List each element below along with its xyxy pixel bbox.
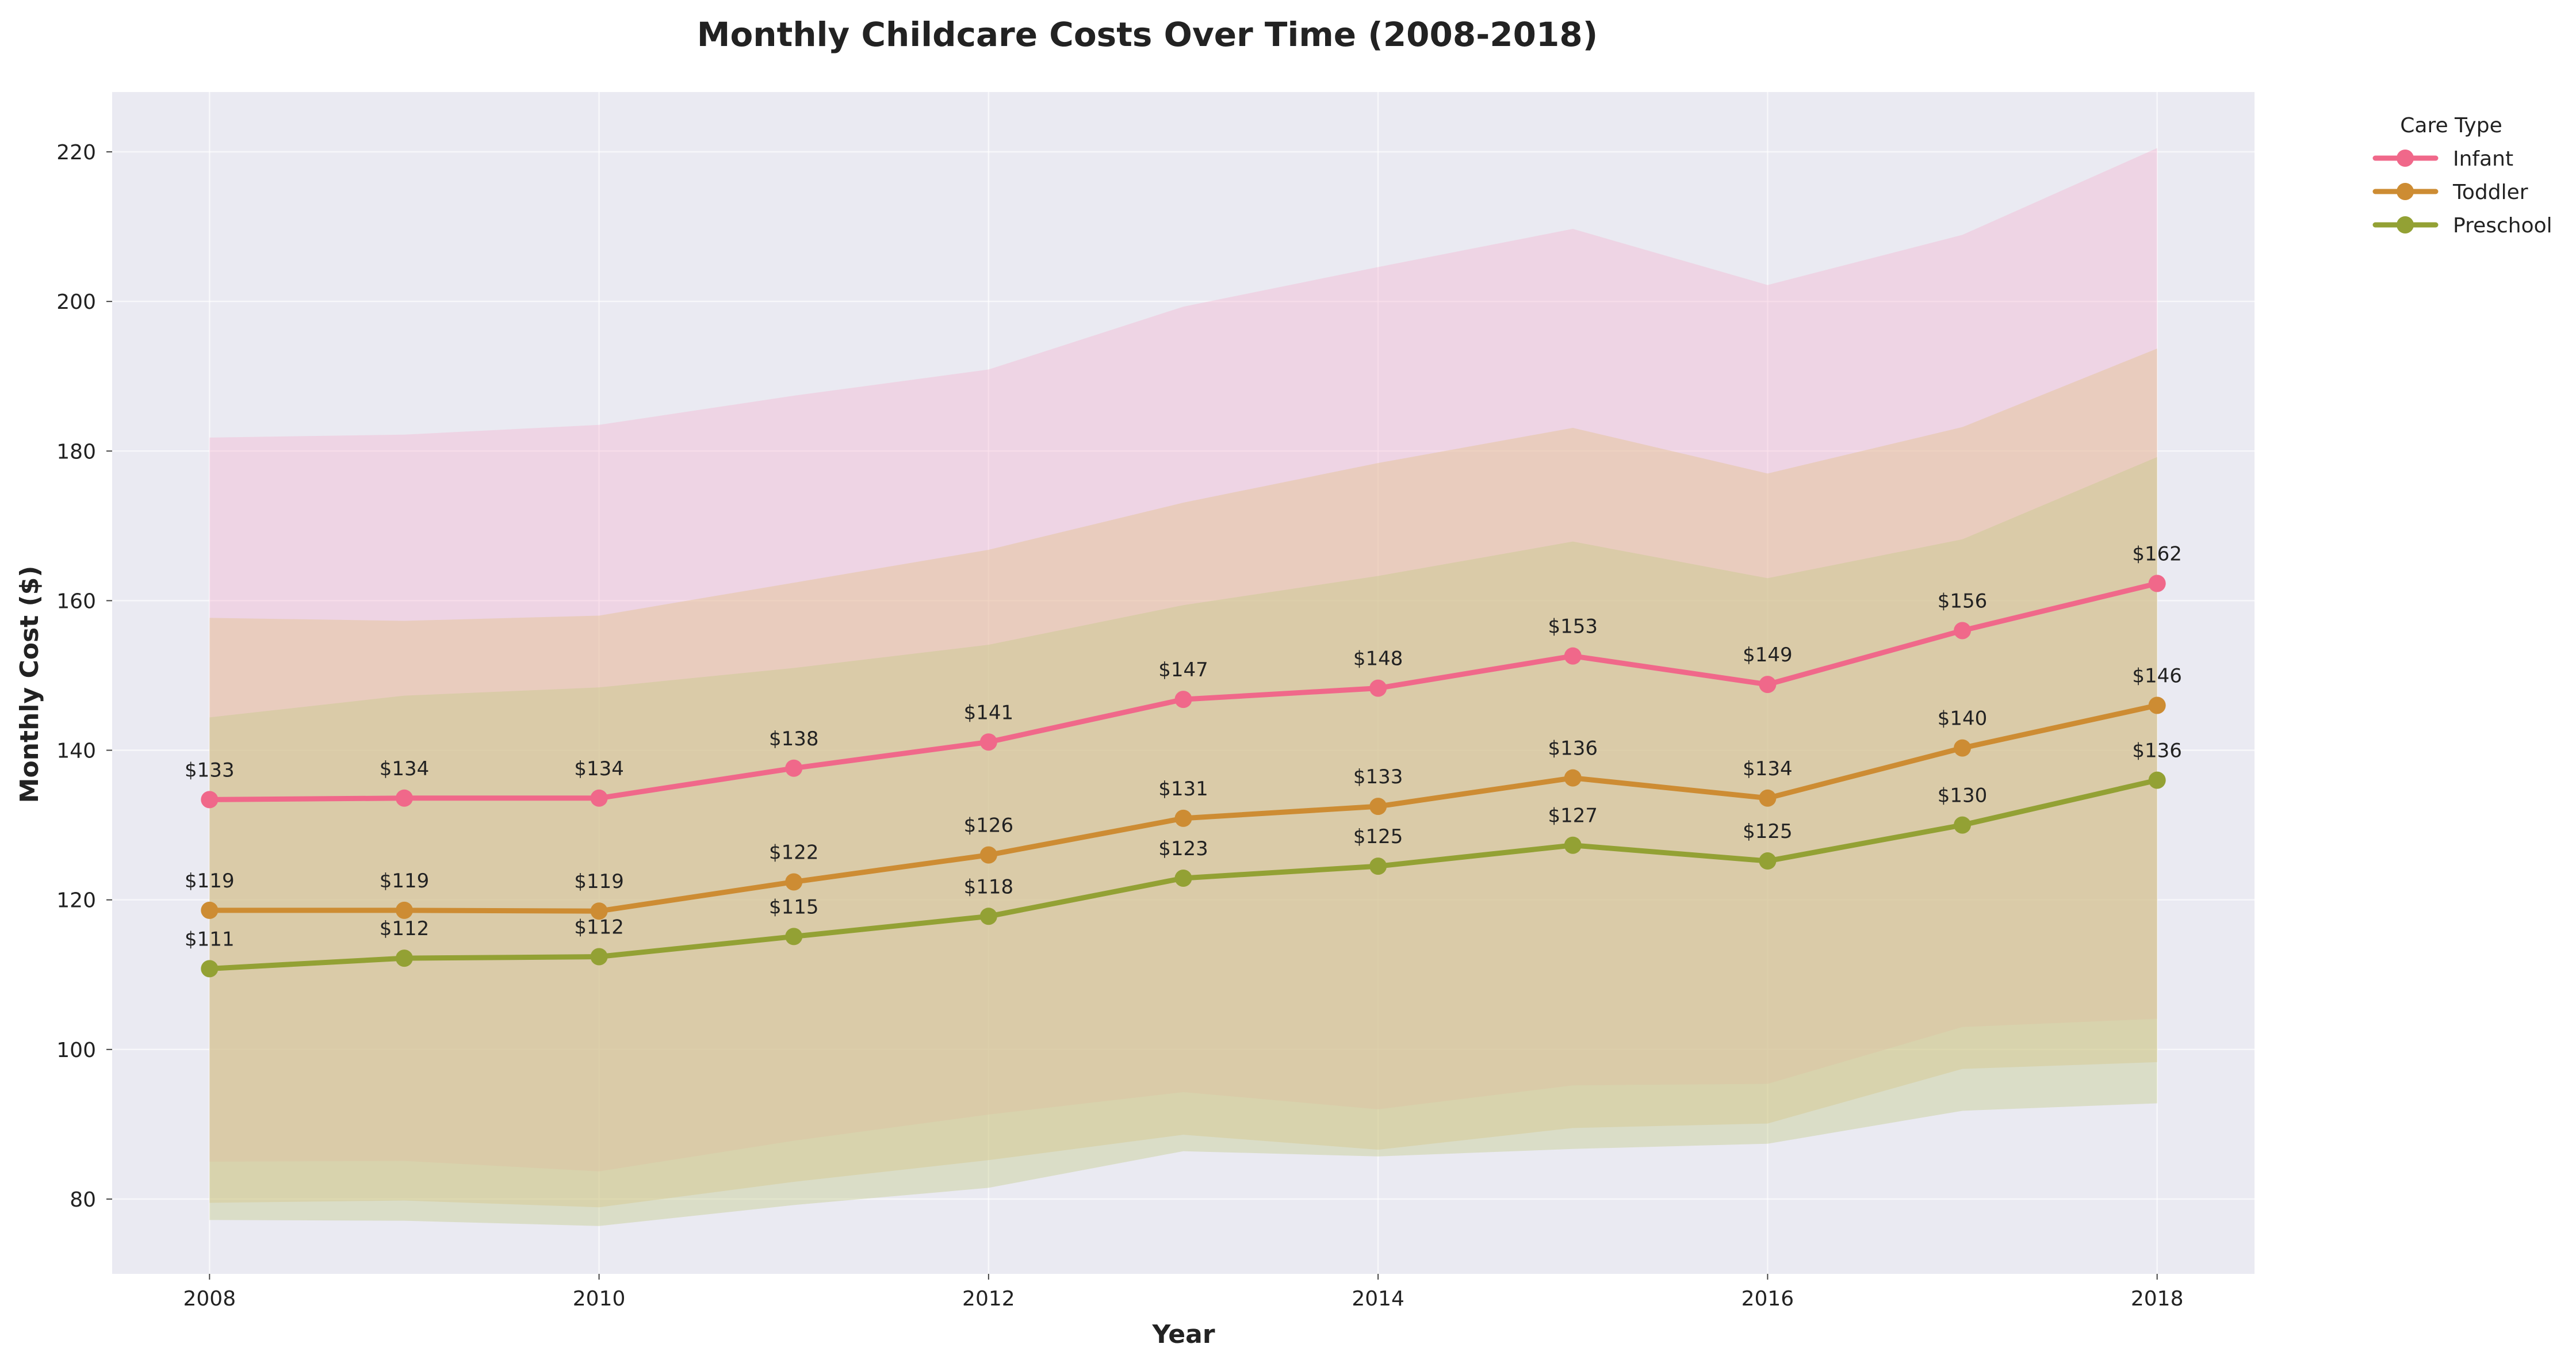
- x-tick-label: 2018: [2131, 1287, 2184, 1311]
- legend-infant-label: Infant: [2453, 147, 2513, 171]
- x-tick-label: 2014: [1352, 1287, 1404, 1311]
- legend-toddler-marker: [2397, 183, 2414, 200]
- chart-title: Monthly Childcare Costs Over Time (2008-…: [697, 15, 1598, 54]
- toddler-range-band: [209, 349, 2157, 1208]
- toddler-data-label: $134: [1743, 757, 1793, 780]
- toddler-data-label: $126: [964, 814, 1014, 837]
- toddler-data-point: [1954, 739, 1972, 757]
- toddler-data-label: $146: [2132, 665, 2182, 688]
- toddler-data-label: $131: [1158, 778, 1208, 801]
- preschool-data-point: [1369, 857, 1387, 875]
- preschool-data-label: $112: [574, 916, 624, 939]
- toddler-data-point: [590, 902, 608, 920]
- toddler-data-point: [2148, 696, 2166, 714]
- legend: Care Type Infant Toddler Preschool: [2372, 114, 2552, 238]
- preschool-data-point: [201, 960, 219, 978]
- y-tick-label: 80: [70, 1188, 96, 1212]
- infant-data-label: $134: [380, 757, 430, 780]
- infant-data-label: $162: [2132, 543, 2182, 566]
- preschool-data-label: $118: [964, 875, 1014, 898]
- toddler-data-label: $136: [1548, 737, 1598, 760]
- y-tick-label: 160: [56, 589, 96, 613]
- infant-data-point: [1564, 647, 1582, 665]
- preschool-data-point: [1564, 836, 1582, 854]
- y-tick-label: 100: [56, 1039, 96, 1062]
- preschool-data-label: $123: [1158, 837, 1208, 860]
- infant-range-band: [209, 148, 2157, 1171]
- infant-data-label: $156: [1938, 589, 1988, 612]
- x-tick-label: 2012: [962, 1287, 1015, 1311]
- preschool-data-point: [785, 928, 803, 945]
- infant-data-label: $149: [1743, 644, 1793, 667]
- infant-data-point: [2148, 575, 2166, 592]
- infant-data-point: [1369, 679, 1387, 697]
- legend-toddler-label: Toddler: [2452, 181, 2528, 204]
- infant-data-label: $133: [185, 759, 235, 782]
- infant-data-label: $147: [1158, 658, 1208, 682]
- preschool-data-label: $130: [1938, 784, 1988, 807]
- toddler-data-point: [1759, 789, 1777, 807]
- infant-data-point: [590, 789, 608, 807]
- toddler-data-label: $119: [574, 870, 624, 893]
- legend-preschool-label: Preschool: [2453, 214, 2552, 238]
- preschool-data-point: [1954, 816, 1972, 834]
- preschool-data-point: [979, 908, 997, 925]
- toddler-data-point: [785, 873, 803, 891]
- x-tick-label: 2016: [1741, 1287, 1794, 1311]
- infant-data-point: [785, 759, 803, 777]
- infant-data-label: $141: [964, 701, 1014, 724]
- infant-data-point: [395, 789, 413, 807]
- toddler-data-point: [1564, 769, 1582, 787]
- infant-data-label: $134: [574, 757, 624, 780]
- toddler-data-point: [201, 901, 219, 919]
- toddler-data-label: $140: [1938, 707, 1988, 730]
- preschool-data-label: $136: [2132, 740, 2182, 763]
- infant-data-point: [1174, 691, 1192, 709]
- preschool-data-point: [1174, 869, 1192, 887]
- infant-data-point: [979, 733, 997, 751]
- infant-data-point: [1759, 676, 1777, 694]
- preschool-data-label: $112: [380, 917, 430, 940]
- y-tick-label: 180: [56, 440, 96, 464]
- y-axis-label: Monthly Cost ($): [15, 566, 44, 803]
- plot-area: $133 $134 $134 $138 $141 $147 $148 $153 $149 $156…: [56, 92, 2255, 1311]
- y-tick-label: 200: [56, 290, 96, 314]
- x-tick-label: 2010: [573, 1287, 626, 1311]
- preschool-data-label: $127: [1548, 805, 1598, 828]
- toddler-data-label: $122: [769, 841, 819, 864]
- x-axis-label: Year: [1151, 1320, 1215, 1349]
- legend-preschool-marker: [2397, 216, 2414, 233]
- y-tick-label: 220: [56, 141, 96, 164]
- infant-data-label: $153: [1548, 615, 1598, 638]
- toddler-data-label: $119: [380, 870, 430, 893]
- preschool-data-point: [590, 948, 608, 966]
- preschool-data-point: [2148, 771, 2166, 789]
- toddler-data-label: $119: [185, 870, 235, 893]
- preschool-data-label: $125: [1743, 820, 1793, 843]
- infant-data-label: $138: [769, 728, 819, 751]
- toddler-data-point: [1174, 809, 1192, 827]
- preschool-range-band: [209, 457, 2157, 1226]
- infant-data-point: [201, 791, 219, 809]
- plot-background: [112, 92, 2255, 1274]
- toddler-data-label: $133: [1353, 765, 1403, 788]
- preschool-data-label: $125: [1353, 825, 1403, 848]
- legend-title: Care Type: [2400, 114, 2502, 137]
- toddler-data-point: [979, 846, 997, 864]
- preschool-data-point: [395, 949, 413, 967]
- toddler-data-point: [1369, 798, 1387, 815]
- infant-data-point: [1954, 622, 1972, 640]
- infant-data-label: $148: [1353, 648, 1403, 671]
- toddler-data-point: [395, 901, 413, 919]
- preschool-data-label: $111: [185, 928, 235, 951]
- x-tick-label: 2008: [183, 1287, 236, 1311]
- preschool-data-label: $115: [769, 895, 819, 918]
- preschool-data-point: [1759, 852, 1777, 870]
- y-tick-label: 120: [56, 889, 96, 913]
- legend-infant-marker: [2397, 150, 2414, 167]
- y-tick-label: 140: [56, 740, 96, 763]
